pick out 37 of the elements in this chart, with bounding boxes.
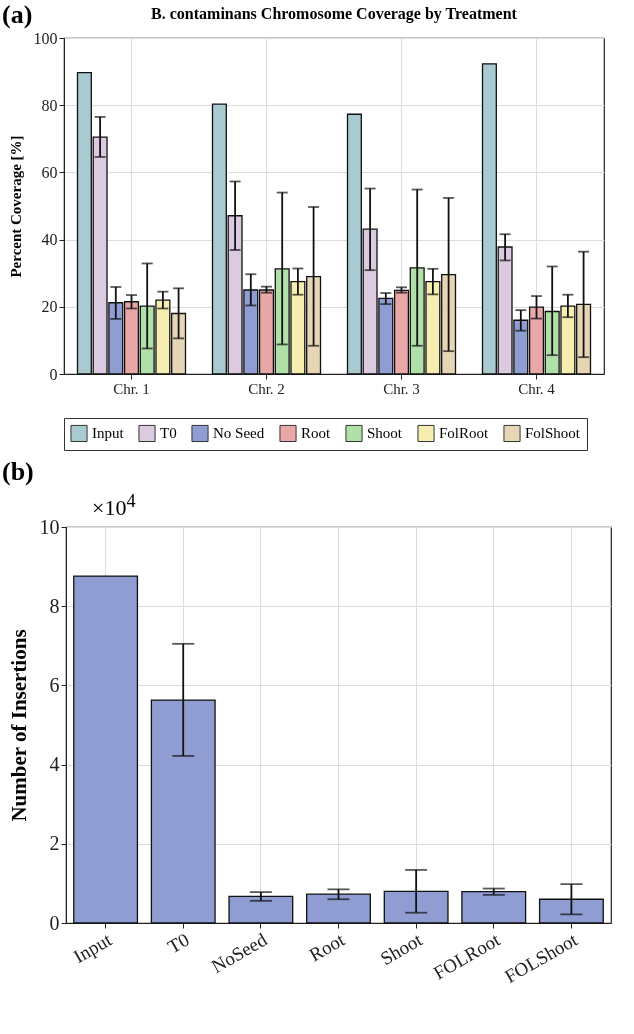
legend-label: FolShoot — [525, 425, 581, 442]
y-tick-label: 100 — [33, 29, 58, 47]
y-tick-label: 6 — [49, 673, 60, 696]
y-axis-title: Number of Insertions — [6, 629, 31, 822]
bar — [461, 891, 527, 924]
x-tick-label: Input — [69, 928, 116, 968]
x-tick-label: Root — [305, 928, 349, 966]
legend-label: No Seed — [213, 425, 265, 442]
y-tick-label: 10 — [39, 515, 60, 538]
x-tick-label: Chr. 3 — [383, 380, 420, 397]
x-tick-label: Shoot — [376, 928, 427, 970]
legend-label: Root — [301, 425, 331, 442]
y-tick-label: 80 — [41, 96, 58, 114]
x-tick-label: Chr. 1 — [113, 380, 150, 397]
legend-label: T0 — [160, 425, 177, 442]
x-tick-label: Chr. 2 — [248, 380, 285, 397]
bar — [306, 893, 371, 924]
legend-label: FolRoot — [439, 425, 490, 442]
bar — [228, 895, 294, 924]
chart-title: B. contaminans Chromosome Coverage by Treatment — [151, 5, 518, 23]
legend-label: Shoot — [367, 425, 403, 442]
y-tick-label: 8 — [49, 594, 60, 617]
text: (a) — [2, 0, 33, 30]
x-tick-label: Chr. 4 — [518, 380, 556, 397]
y-tick-label: 4 — [49, 753, 60, 776]
y-tick-label: 40 — [41, 231, 58, 249]
y-tick-label: 0 — [49, 365, 58, 383]
y-tick-label: 0 — [49, 911, 60, 934]
text: ×10$^{4}$ — [92, 491, 136, 522]
bar — [73, 575, 139, 924]
legend-label: Input — [92, 425, 125, 442]
y-tick-label: 20 — [41, 298, 58, 316]
y-axis-title: Percent Coverage [%] — [7, 135, 24, 278]
text: (b) — [2, 457, 34, 487]
x-tick-label: T0 — [163, 928, 193, 958]
y-tick-label: 60 — [41, 163, 58, 181]
y-tick-label: 2 — [49, 832, 60, 855]
